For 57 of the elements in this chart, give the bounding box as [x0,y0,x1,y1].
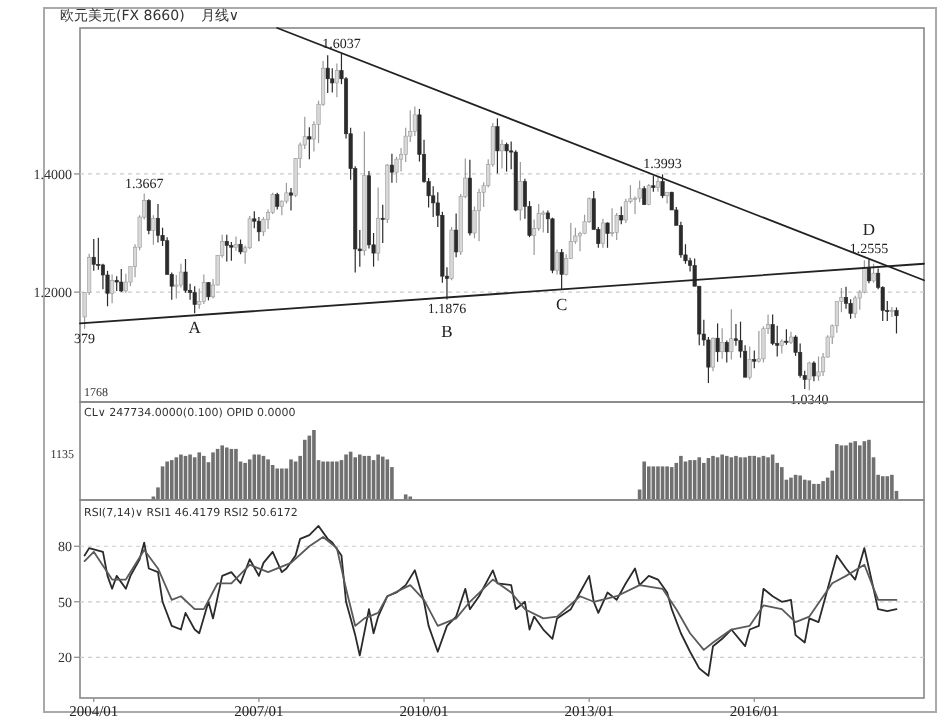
candlestick [665,191,670,205]
line-series [83,525,898,677]
candlestick [642,185,647,206]
candlestick [192,285,197,314]
candlestick [807,361,812,391]
candlestick [605,221,610,249]
candlestick [284,182,289,205]
candlestick [610,207,615,238]
candlestick [380,204,385,244]
candlestick [614,212,619,241]
candlestick [155,203,160,244]
candlestick [233,235,238,252]
candlestick [711,337,715,372]
candlestick [715,322,720,363]
candlestick [504,142,509,173]
candlestick [454,212,459,258]
candlestick [376,186,381,262]
candlestick [756,330,761,364]
line-series [83,536,898,651]
candlestick [729,308,734,361]
candlestick [816,355,821,382]
candlestick [811,360,816,382]
candlestick [256,216,261,242]
candlestick [555,248,560,275]
annotation: C [555,293,568,314]
candlestick [389,153,394,184]
candlestick [889,306,894,318]
annotation: A [188,317,203,338]
candlestick [206,281,211,301]
candlestick [151,214,156,246]
candlestick [412,105,417,137]
candlestick [224,234,229,262]
candlestick [660,173,665,199]
candlestick [334,62,339,98]
candlestick [325,54,330,94]
candlestick [105,270,110,307]
candlestick [307,126,312,160]
candlestick [261,216,266,237]
annotation: D [862,219,876,240]
candlestick [289,187,293,212]
candlestick [871,263,876,284]
candlestick [747,345,752,381]
candlestick [91,238,96,272]
candlestick [500,139,504,170]
candlestick [600,218,605,249]
annotation: B [441,321,454,342]
candlestick [495,117,500,174]
candlestick [724,339,729,364]
candlestick [96,237,101,271]
candlestick [894,306,899,335]
candlestick [229,241,234,262]
candlestick [183,258,188,294]
candlestick [477,188,482,242]
candlestick [146,198,151,235]
candlestick [853,295,858,319]
candlestick [541,209,546,234]
candlestick [720,327,725,360]
